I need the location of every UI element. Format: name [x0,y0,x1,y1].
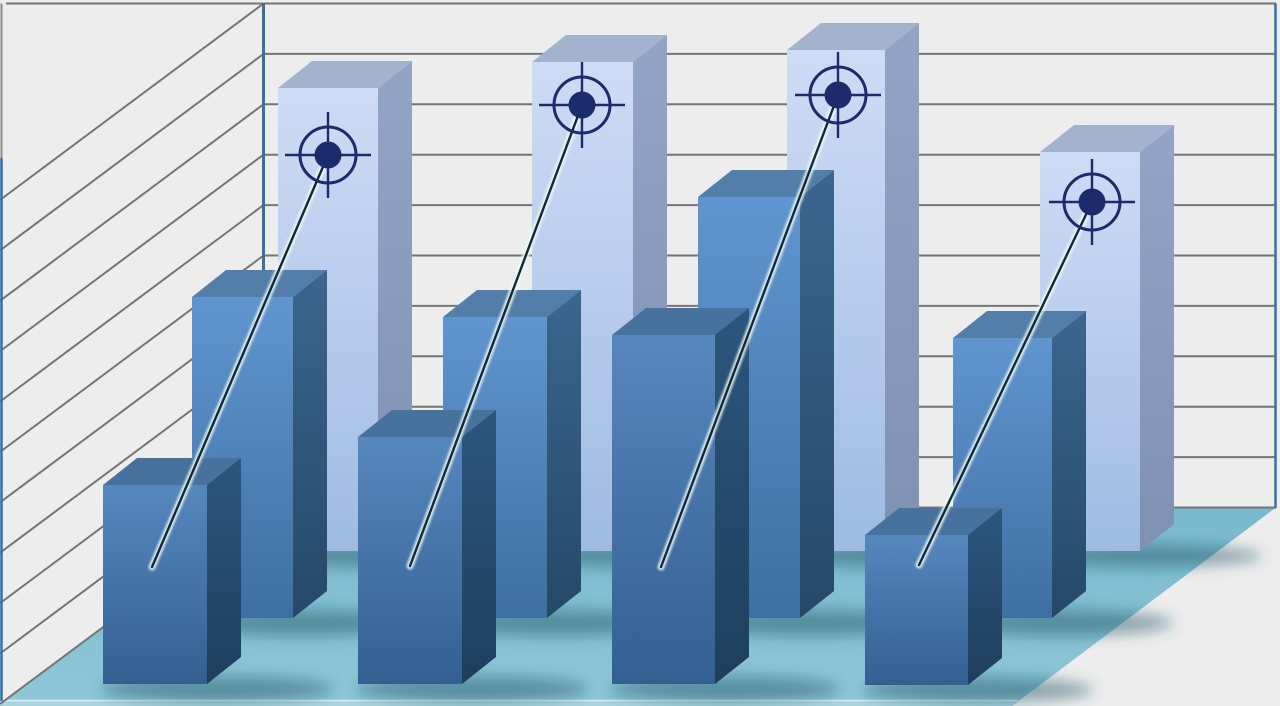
bar-front-3 [612,308,749,684]
bar-side-face [885,23,919,551]
target-ring [552,75,612,135]
diagonal-gridline [0,103,265,302]
target-dot [824,81,852,109]
pointer-line-2 [408,103,584,568]
diagonal-gridline [0,204,265,403]
bar-front-face [865,535,968,685]
bar-top-face [532,35,667,62]
bar-side-face [1140,125,1174,551]
target-marker-icon-4 [1049,159,1135,245]
bar-side-face [968,508,1002,685]
bar-top-face [865,508,1002,535]
target-dot [314,141,342,169]
pointer-line-3 [659,93,840,569]
diagonal-gridline [0,153,265,353]
target-marker-icon-1 [285,112,371,198]
pointer-line-4 [917,200,1094,567]
diagonal-gridline [0,2,265,201]
floor-front-strip [0,700,1018,706]
bar-top-face [612,308,749,335]
bar-side-face [547,290,581,618]
bar-side-face [1052,311,1086,618]
target-ring [1062,172,1122,232]
pointer-lines [148,91,1096,571]
bar-front-1 [103,458,241,684]
bar-front-2 [358,410,496,684]
bar-top-face [1040,125,1174,152]
bar-top-face [787,23,919,50]
bar-side-face [800,170,834,618]
target-dot [1078,188,1106,216]
bar-front-face [612,335,715,684]
bar-front-4 [865,508,1002,685]
diagonal-gridline [0,53,265,252]
target-marker-icon-2 [539,62,625,148]
bar-top-face [103,458,241,485]
target-marker-icon-3 [795,52,881,138]
bar-side-face [207,458,241,684]
target-dot [568,91,596,119]
target-ring [808,65,868,125]
bar-side-face [715,308,749,684]
bar-side-face [462,410,496,684]
pointer-line-1 [150,153,330,569]
bar-top-face [192,270,327,297]
bar-top-face [953,311,1086,338]
bar-top-face [278,61,412,88]
bar-top-face [443,290,581,317]
bar-front-face [103,485,207,684]
bar-side-face [293,270,327,618]
target-ring [298,125,358,185]
